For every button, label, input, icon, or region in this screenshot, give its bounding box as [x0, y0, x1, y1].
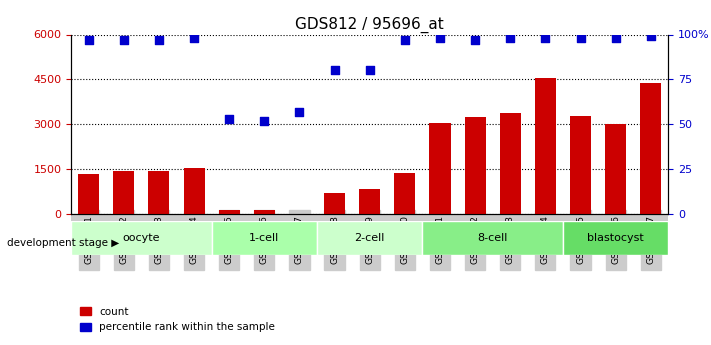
Text: 8-cell: 8-cell: [478, 233, 508, 243]
Bar: [78, 175, 100, 214]
Text: development stage ▶: development stage ▶: [7, 238, 119, 248]
Bar: [359, 189, 380, 214]
Point: [118, 37, 129, 43]
Point: [329, 68, 341, 73]
Bar: [395, 172, 415, 214]
Bar: [570, 116, 591, 214]
Point: [399, 37, 410, 43]
Point: [434, 35, 446, 41]
Title: GDS812 / 95696_at: GDS812 / 95696_at: [295, 17, 444, 33]
Point: [223, 116, 235, 121]
Bar: [640, 83, 661, 214]
Point: [610, 35, 621, 41]
FancyBboxPatch shape: [71, 221, 212, 255]
Point: [259, 118, 270, 124]
Bar: [113, 170, 134, 214]
FancyBboxPatch shape: [422, 221, 563, 255]
Text: blastocyst: blastocyst: [587, 233, 644, 243]
Bar: [183, 168, 205, 214]
Point: [83, 37, 95, 43]
Bar: [535, 78, 556, 214]
Point: [540, 35, 551, 41]
Bar: [429, 123, 451, 214]
Text: 2-cell: 2-cell: [355, 233, 385, 243]
Point: [188, 35, 200, 41]
Point: [505, 35, 516, 41]
FancyBboxPatch shape: [563, 221, 668, 255]
FancyBboxPatch shape: [212, 221, 317, 255]
Bar: [324, 193, 345, 214]
Text: 1-cell: 1-cell: [249, 233, 279, 243]
Point: [645, 33, 656, 39]
Bar: [149, 171, 169, 214]
Point: [364, 68, 375, 73]
Point: [469, 37, 481, 43]
Bar: [605, 124, 626, 214]
Bar: [219, 210, 240, 214]
Legend: count, percentile rank within the sample: count, percentile rank within the sample: [76, 303, 279, 336]
Bar: [254, 210, 275, 214]
Bar: [464, 117, 486, 214]
Point: [154, 37, 165, 43]
Text: oocyte: oocyte: [122, 233, 160, 243]
FancyBboxPatch shape: [317, 221, 422, 255]
Point: [574, 35, 586, 41]
Bar: [500, 113, 520, 214]
Point: [294, 109, 305, 115]
